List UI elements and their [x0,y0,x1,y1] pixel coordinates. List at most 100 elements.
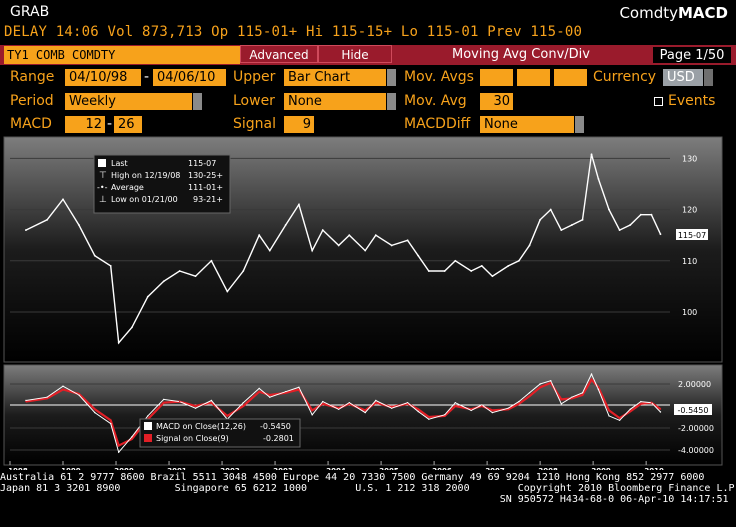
year-tick-label: 1998 [8,467,28,470]
signal-point [470,408,472,410]
period-label: Period [10,93,54,109]
macd-point [78,394,80,396]
price-point [242,270,245,272]
mov-avg-field[interactable]: 30 [480,93,513,110]
lower-dropdown-icon[interactable] [387,93,396,110]
price-point [597,177,600,180]
year-tick-label: 2003 [273,467,293,470]
signal-point [406,403,409,405]
macd-point [210,399,213,402]
macd-separator: - [107,116,113,132]
macd-point [269,396,271,398]
macd-tick-label: -4.00000 [678,446,714,455]
price-point [258,234,261,237]
signal-point [94,408,96,410]
signal-point [454,405,457,407]
signal-point [117,444,120,447]
macd-legend: MACD on Close(12,26) -0.5450 Signal on C… [139,418,301,448]
chart-area[interactable]: 130 120 110 100 2.00000 -2.00000 -4.00000 199… [0,135,736,470]
signal-point [597,386,600,388]
year-tick-label: 2000 [114,467,134,470]
year-tick-label: 2010 [644,467,664,470]
macd-point [454,402,457,404]
price-point [162,280,165,283]
signal-point [659,408,662,410]
macd-point [659,411,662,413]
period-select[interactable]: Weekly [65,93,192,110]
hide-button[interactable]: Hide [318,45,392,63]
macd-point [560,403,563,405]
price-point [571,224,573,226]
macddiff-label: MACDDiff [404,116,471,132]
signal-point [539,386,541,388]
price-point [337,244,340,247]
signal-point [507,408,510,410]
signal-point [226,415,229,417]
price-point [427,270,430,272]
page-indicator[interactable]: Page 1/50 [652,46,732,64]
price-point [210,259,213,262]
signal-point [364,409,366,412]
currency-select[interactable]: USD [663,69,703,86]
macd-point [539,383,541,385]
page-title: Moving Avg Conv/Div [452,47,590,62]
mov-avg-1-field[interactable] [480,69,513,86]
macd-point [25,399,27,402]
upper-select[interactable]: Bar Chart [284,69,386,86]
mov-avg-3-field[interactable] [554,69,587,86]
macd-point [597,388,600,391]
period-dropdown-icon[interactable] [193,93,202,110]
signal-point [560,398,563,401]
events-label[interactable]: Events [668,93,716,109]
year-tick-label: 2007 [485,467,505,470]
macd-point [550,380,552,382]
signal-point [46,397,48,399]
signal-point [194,405,197,407]
currency-dropdown-icon[interactable] [704,69,713,86]
macd-slow-field[interactable]: 26 [114,116,142,133]
macd-point [163,398,165,401]
macd-point [322,400,324,403]
advanced-button[interactable]: Advanced [240,45,318,63]
legend-signal-value: -0.2801 [263,434,294,443]
macd-point [428,418,430,420]
price-point [46,218,49,221]
signal-point [590,378,593,381]
price-point [659,233,662,236]
footer-line-1: Australia 61 2 9777 8600 Brazil 5511 304… [0,472,705,483]
signal-point [481,405,483,407]
events-checkbox[interactable] [654,97,663,106]
price-point [539,218,542,221]
signal-point [375,402,377,404]
price-point [491,275,494,278]
macd-point [311,414,313,416]
range-start-field[interactable]: 04/10/98 [65,69,141,86]
year-tick-label: 2001 [167,467,187,470]
signal-field[interactable]: 9 [284,116,314,133]
legend-average-value: 111-01+ [188,183,223,192]
security-field[interactable]: TY1 COMB COMDTY [4,46,240,64]
legend-high-label: High on 12/19/08 [111,171,180,180]
upper-dropdown-icon[interactable] [387,69,396,86]
lower-label: Lower [233,93,275,109]
signal-point [62,388,64,391]
macd-last-tag-label: -0.5450 [678,406,709,415]
price-point [608,208,610,211]
function-brand: ComdtyMACD [619,4,728,22]
signal-label: Signal [233,116,277,132]
legend-last-value: 115-07 [188,159,216,168]
signal-point [311,409,313,412]
price-point [417,254,420,257]
price-point [470,270,473,272]
price-point [131,326,133,329]
macddiff-select[interactable]: None [480,116,574,133]
range-end-field[interactable]: 04/06/10 [153,69,226,86]
macd-fast-field[interactable]: 12 [65,116,105,133]
signal-point [178,400,181,403]
macddiff-dropdown-icon[interactable] [575,116,584,133]
mov-avg-2-field[interactable] [517,69,550,86]
price-point [518,259,520,262]
lower-select[interactable]: None [284,93,386,110]
signal-point [629,410,631,413]
price-point [268,249,271,252]
